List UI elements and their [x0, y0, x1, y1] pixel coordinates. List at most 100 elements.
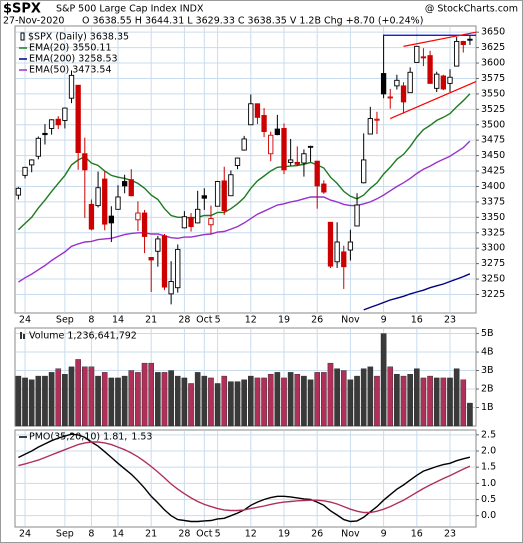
x-tick-label: 28	[178, 315, 190, 326]
line	[17, 93, 471, 231]
volume-bar	[48, 372, 55, 427]
volume-bar	[228, 381, 234, 427]
volume-bar	[62, 374, 68, 427]
chart-title: $SPX	[3, 2, 41, 17]
candle-body	[400, 85, 407, 103]
volume-bar	[208, 377, 214, 427]
candle-body	[254, 103, 261, 118]
candle-body	[128, 179, 134, 197]
y-tick-label: 3350	[481, 212, 505, 223]
legend-label: $SPX (Daily) 3638.35	[28, 32, 129, 43]
volume-bar	[301, 375, 307, 427]
candle-body	[75, 84, 81, 153]
volume-bar	[161, 372, 168, 427]
x-tick-label: 24	[19, 529, 31, 540]
candle-body	[407, 71, 413, 94]
volume-bar	[194, 372, 201, 427]
candle-body	[334, 241, 340, 263]
candle-body	[301, 153, 307, 164]
source: @ StockCharts.com	[425, 4, 518, 15]
volume-bar	[75, 359, 81, 427]
volume-bar	[327, 362, 334, 427]
candle-body	[181, 216, 188, 229]
chart-subtitle: S&P 500 Large Cap Index INDX	[56, 4, 204, 15]
volume-bar	[433, 377, 440, 427]
volume-bar	[374, 375, 380, 427]
y-tick-label: 3400	[481, 181, 505, 192]
candle-body	[394, 79, 400, 87]
volume-bar	[35, 375, 42, 427]
candle-body	[241, 138, 247, 151]
y-tick-label: 5B	[481, 328, 494, 339]
x-tick-label: 21	[145, 315, 157, 326]
volume-bar	[427, 375, 433, 427]
volume-bar	[334, 368, 340, 427]
candle-body	[42, 132, 48, 136]
candle-body	[453, 40, 460, 67]
volume-bar	[307, 379, 314, 427]
candle-body	[314, 160, 320, 187]
volume-bar	[108, 377, 115, 427]
x-tick-label: 12	[245, 315, 257, 326]
candle-body	[380, 73, 387, 95]
candle-body	[188, 216, 194, 228]
x-tick-label: 8	[88, 529, 94, 540]
volume-bar	[254, 377, 261, 427]
candle-body	[168, 281, 174, 295]
candle-body	[414, 45, 420, 63]
volume-bar	[55, 368, 62, 427]
y-tick-label: 3550	[481, 88, 505, 99]
line	[363, 273, 471, 311]
x-tick-label: 21	[145, 529, 157, 540]
candle-body	[341, 251, 347, 268]
volume-bar	[340, 370, 347, 427]
volume-bar	[28, 379, 35, 427]
volume-bar	[314, 372, 321, 427]
volume-bar	[453, 368, 460, 427]
y-tick-label: 1.0	[481, 478, 496, 489]
x-tick-label: Sep	[56, 529, 74, 540]
volume-bar	[467, 402, 473, 427]
y-tick-label: 3375	[481, 196, 505, 207]
volume-bar	[22, 377, 28, 427]
volume-bar	[181, 377, 188, 427]
quote: O 3638.55 H 3644.31 L 3629.33 C 3638.35 …	[82, 16, 423, 27]
volume-bar	[261, 377, 267, 427]
volume-bar	[394, 374, 400, 427]
x-tick-label: 28	[178, 529, 190, 540]
x-tick-label: 9	[381, 529, 387, 540]
candle-body	[427, 55, 433, 84]
candle-body	[447, 76, 453, 84]
y-tick-label: 3425	[481, 166, 505, 177]
volume-bar	[42, 375, 48, 427]
volume-bar	[287, 372, 294, 427]
volume-bar	[400, 375, 407, 427]
y-tick-label: 1B	[481, 402, 494, 413]
volume-bar	[141, 362, 148, 427]
y-tick-label: 3600	[481, 58, 505, 69]
y-tick-label: 3225	[481, 289, 505, 300]
candle-body	[214, 181, 221, 207]
candle-body	[148, 257, 154, 261]
x-tick-label: Nov	[341, 315, 360, 326]
volume-bar	[221, 375, 228, 427]
candle-body	[294, 161, 300, 165]
volume-bar	[201, 375, 208, 427]
volume-bar	[294, 374, 301, 427]
x-tick-label: 5	[215, 315, 221, 326]
candle-body	[155, 238, 161, 252]
y-tick-label: 3500	[481, 119, 505, 130]
line	[18, 140, 471, 283]
volume-bar	[188, 383, 194, 427]
y-tick-label: 3575	[481, 73, 505, 84]
volume-bar	[414, 368, 420, 427]
x-tick-label: 14	[112, 529, 124, 540]
candle-body	[460, 40, 466, 45]
y-tick-label: 4B	[481, 347, 494, 358]
volume-bar	[380, 333, 387, 427]
volume-bar	[407, 374, 413, 427]
candle-body	[161, 235, 168, 288]
candle-body	[321, 183, 327, 193]
x-tick-label: 19	[278, 315, 290, 326]
